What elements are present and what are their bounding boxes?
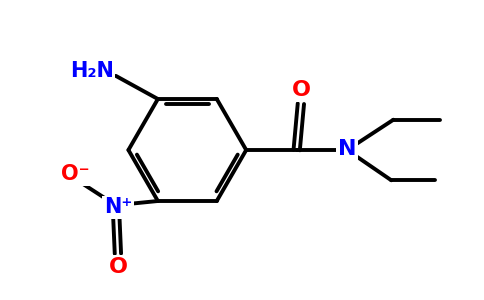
Text: H₂N: H₂N xyxy=(70,61,114,81)
Text: O⁻: O⁻ xyxy=(60,164,90,184)
Text: O: O xyxy=(108,257,127,277)
Text: N⁺: N⁺ xyxy=(104,197,132,217)
Text: O: O xyxy=(291,80,310,100)
Text: N: N xyxy=(338,139,356,159)
